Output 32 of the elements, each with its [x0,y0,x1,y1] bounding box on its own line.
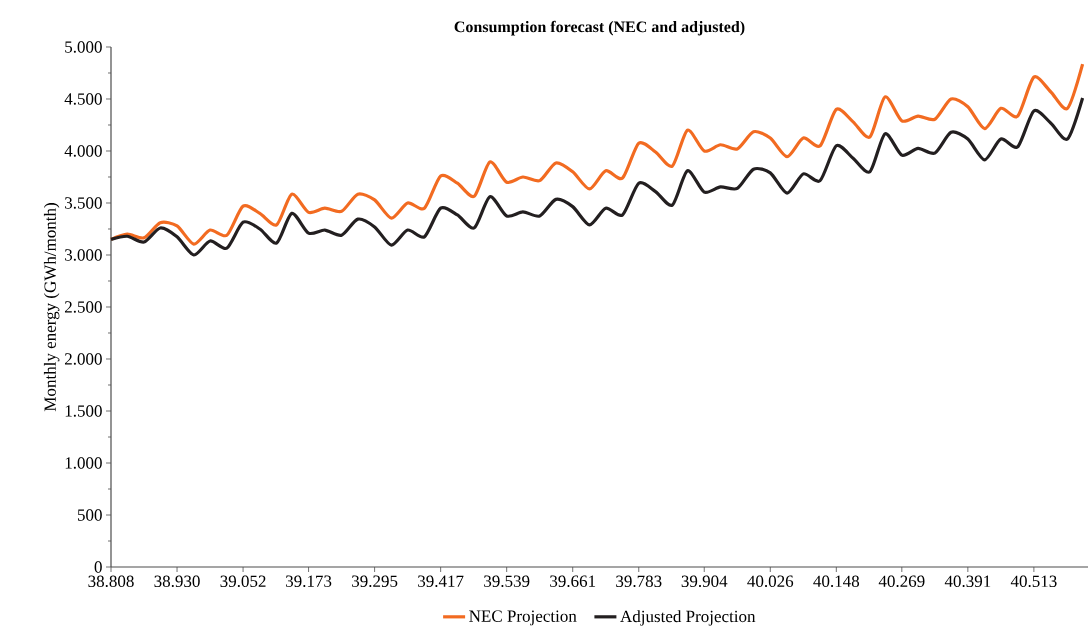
y-axis-title: Monthly energy (GWh/month) [43,203,60,412]
x-tick-label: 39.173 [286,575,332,588]
line-series [109,62,1085,246]
x-tick-label: 38.930 [154,575,200,588]
chart-title: Consumption forecast (NEC and adjusted) [454,20,745,36]
x-tick-label: 40.269 [878,575,925,588]
x-tick-label: 40.026 [747,575,794,588]
x-tick-label: 39.904 [681,575,728,588]
x-tick-label: 40.391 [944,575,991,588]
x-tick-label: 38.808 [88,575,134,588]
x-tick-label: 40.513 [1010,575,1057,588]
x-tick-label: 39.539 [484,575,530,588]
y-tick-label: 4.500 [64,93,102,105]
y-tick-label: 500 [77,509,102,521]
x-tick-label: 40.148 [813,575,860,588]
x-tick-label: 39.417 [418,575,464,588]
y-tick-label: 1.000 [65,457,102,469]
y-tick-label: 3.500 [65,197,102,209]
y-tick-label: 2.500 [64,301,102,313]
x-tick-label: 39.783 [616,575,662,588]
y-tick-label: 1.500 [65,405,102,417]
y-tick-label: 0 [94,561,102,573]
y-tick-label: 2.000 [64,353,102,365]
y-tick-label: 4.000 [64,145,102,157]
legend-label: NEC Projection [469,610,577,626]
y-tick-label: 3.000 [65,249,102,261]
legend-label: Adjusted Projection [620,610,756,626]
x-tick-label: 39.295 [352,575,398,588]
x-tick-label: 39.052 [220,575,266,588]
x-tick-label: 39.661 [550,575,596,588]
line-series [109,96,1085,257]
y-tick-label: 5.000 [65,41,102,53]
